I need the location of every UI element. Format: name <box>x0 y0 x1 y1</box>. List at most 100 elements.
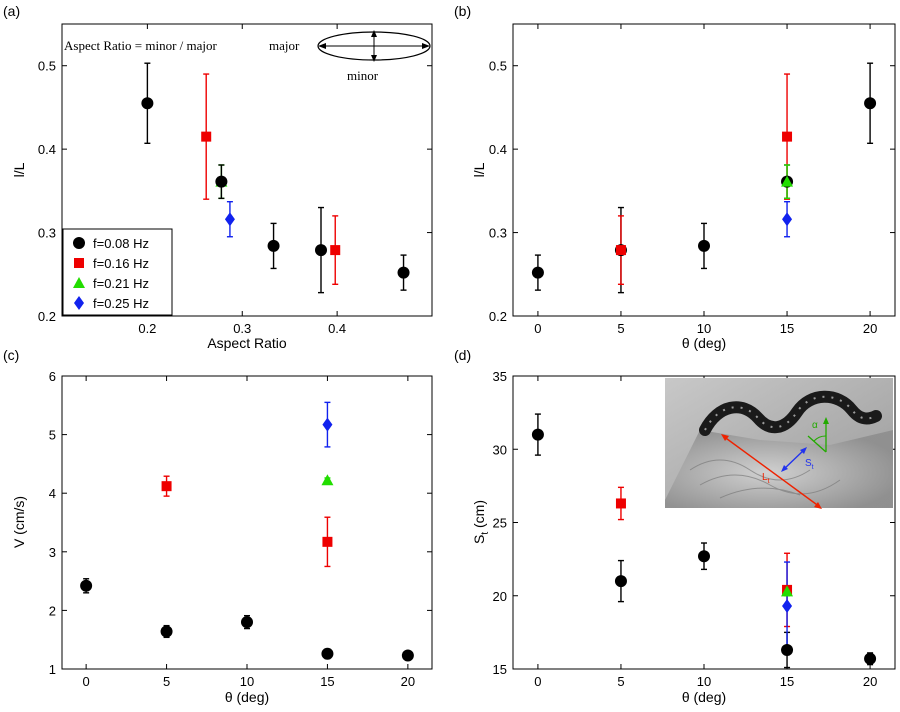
y-tick-label: 2 <box>49 603 56 618</box>
y-tick-label: 0.5 <box>489 59 507 74</box>
legend-marker-triangle <box>73 277 85 288</box>
legend-label: f=0.25 Hz <box>93 296 149 311</box>
x-tick-label: 0.2 <box>138 321 156 336</box>
panel-b: (b) 0 5 10 15 20 0.2 0.3 0.4 0.5 θ (deg) l/L <box>454 3 896 351</box>
data-point-square <box>782 131 793 142</box>
panel-d: (d) 0 5 10 15 20 15 20 25 30 35 θ (deg) St (cm) L… <box>454 347 896 705</box>
y-tick-label: 0.2 <box>38 309 56 324</box>
st-arrow <box>782 448 806 471</box>
minor-label: minor <box>347 68 379 83</box>
data-point-diamond <box>782 212 793 227</box>
x-axis-label-a: Aspect Ratio <box>207 335 287 351</box>
sand-slope <box>665 430 893 508</box>
y-tick-label: 0.3 <box>489 226 507 241</box>
x-tick-label: 15 <box>320 674 334 689</box>
ticks-b: 0 5 10 15 20 0.2 0.3 0.4 0.5 <box>489 24 895 336</box>
alpha-arc <box>813 435 827 442</box>
minor-arrowhead-top <box>371 30 377 37</box>
x-tick-label: 5 <box>163 674 170 689</box>
legend-marker-diamond <box>74 296 84 310</box>
x-tick-label: 10 <box>697 321 711 336</box>
legend-label: f=0.21 Hz <box>93 276 149 291</box>
data-point-circle <box>781 643 794 656</box>
legend-marker-square <box>74 258 84 268</box>
lt-arrow <box>722 435 821 508</box>
x-tick-label: 0 <box>83 674 90 689</box>
data-point-circle <box>698 239 710 252</box>
data-point-diamond <box>782 599 793 614</box>
panel-label-a: (a) <box>3 3 20 19</box>
x-tick-label: 5 <box>617 321 624 336</box>
data-point-circle <box>315 244 327 257</box>
panel-label-b: (b) <box>454 3 471 19</box>
st-arrowhead-b <box>800 447 807 454</box>
data-point-square <box>615 245 626 256</box>
panel-a: (a) 0.2 0.3 0.4 0.2 0.3 0.4 0.5 Aspect Ratio l… <box>3 3 433 351</box>
x-tick-label: 0.3 <box>233 321 251 336</box>
y-tick-label: 3 <box>49 545 56 560</box>
data-point-triangle <box>321 474 334 486</box>
x-axis-label-b: θ (deg) <box>682 335 726 351</box>
x-tick-label: 5 <box>617 674 624 689</box>
data-point-circle <box>531 428 544 441</box>
x-tick-label: 10 <box>697 674 711 689</box>
x-tick-label: 0 <box>534 674 541 689</box>
y-tick-label: 0.2 <box>489 309 507 324</box>
y-tick-label: 1 <box>49 662 56 677</box>
panel-label-d: (d) <box>454 347 471 363</box>
y-tick-label: 0.5 <box>38 59 56 74</box>
alpha-arrowhead <box>823 417 829 424</box>
y-tick-label: 20 <box>493 589 507 604</box>
major-arrowhead-right <box>422 43 430 49</box>
y-axis-label-a: l/L <box>11 162 27 177</box>
snake-photo-inset: Lt St α <box>665 378 893 509</box>
alpha-slope <box>807 435 827 453</box>
data-point-circle <box>401 649 414 662</box>
x-tick-label: 10 <box>240 674 254 689</box>
major-arrowhead-left <box>318 43 326 49</box>
data-point-circle <box>267 239 280 252</box>
data-point-circle <box>864 97 877 110</box>
data-point-circle <box>698 550 710 563</box>
y-tick-label: 0.4 <box>489 142 507 157</box>
alpha-label: α <box>812 420 818 431</box>
ticks-c: 0 5 10 15 20 1 2 3 4 5 6 <box>49 369 432 689</box>
y-tick-label: 25 <box>493 516 507 531</box>
data-point-triangle <box>781 175 794 187</box>
legend-label: f=0.08 Hz <box>93 236 149 251</box>
minor-arrowhead-bottom <box>371 55 377 62</box>
st-label: St <box>805 458 814 471</box>
x-tick-label: 20 <box>863 674 877 689</box>
x-axis-label-c: θ (deg) <box>225 689 269 705</box>
plot-frame-b <box>512 23 896 317</box>
data-point-square <box>161 481 172 492</box>
marks-c <box>80 401 414 662</box>
x-tick-label: 15 <box>780 321 794 336</box>
panel-c: (c) 0 5 10 15 20 1 2 3 4 5 6 θ (deg) V (cm/s) <box>3 347 433 705</box>
aspect-ratio-formula: Aspect Ratio = minor / major <box>64 38 218 53</box>
data-point-square <box>322 536 333 547</box>
y-tick-label: 0.4 <box>38 142 56 157</box>
data-point-square <box>330 245 341 256</box>
y-tick-label: 35 <box>493 369 507 384</box>
data-point-circle <box>241 616 253 629</box>
major-label: major <box>269 38 300 53</box>
x-tick-label: 0.4 <box>328 321 346 336</box>
data-point-square <box>615 498 626 509</box>
data-point-circle <box>531 266 544 279</box>
st-arrowhead-a <box>781 465 788 472</box>
panel-label-c: (c) <box>3 347 19 363</box>
sand-ripples <box>689 459 841 499</box>
x-tick-label: 20 <box>863 321 877 336</box>
snake-body <box>699 390 882 436</box>
legend: f=0.08 Hz f=0.16 Hz f=0.21 Hz f=0.25 Hz <box>62 228 173 316</box>
lt-label: Lt <box>762 472 770 485</box>
data-point-circle <box>864 652 877 665</box>
data-point-circle <box>614 575 627 588</box>
x-tick-label: 20 <box>401 674 415 689</box>
aspect-ratio-annotation: Aspect Ratio = minor / major major minor <box>64 30 431 83</box>
data-point-circle <box>160 625 173 638</box>
x-axis-label-d: θ (deg) <box>682 689 726 705</box>
data-point-circle <box>397 266 410 279</box>
data-point-diamond <box>322 417 333 432</box>
